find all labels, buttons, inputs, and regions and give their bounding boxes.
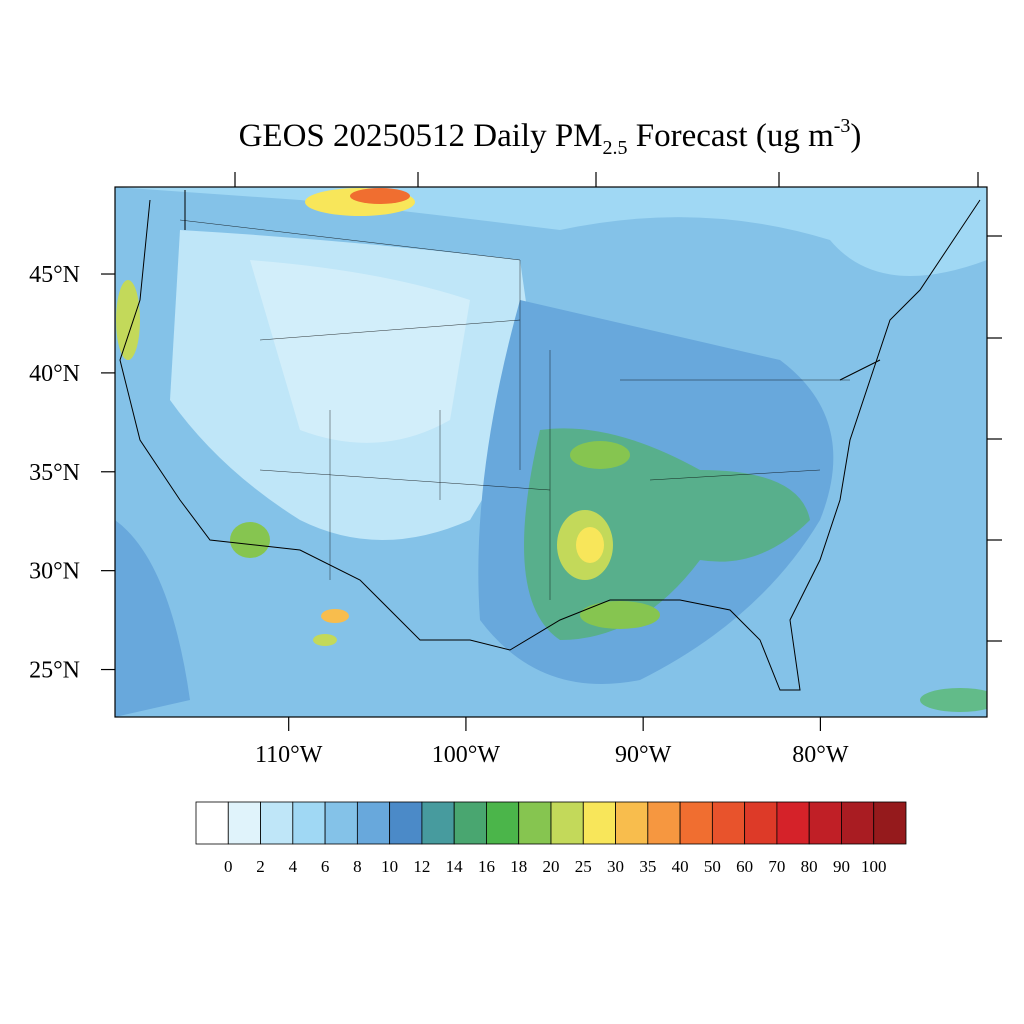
x-tick-label: 90°W bbox=[615, 742, 672, 768]
title-superscript: -3 bbox=[834, 115, 851, 137]
x-tick-label: 100°W bbox=[432, 742, 501, 768]
colorbar-label: 16 bbox=[478, 857, 495, 876]
colorbar-box bbox=[808, 801, 842, 845]
colorbar-box bbox=[615, 801, 649, 845]
colorbar-label: 2 bbox=[256, 857, 265, 876]
map-title: GEOS 20250512 Daily PM2.5 Forecast (ug m… bbox=[239, 115, 862, 159]
colorbar-label: 12 bbox=[413, 857, 430, 876]
y-tick-label: 45°N bbox=[29, 262, 80, 288]
colorbar-label: 8 bbox=[353, 857, 362, 876]
colorbar-box bbox=[679, 801, 713, 845]
colorbar-box bbox=[356, 801, 391, 845]
colorbar-box bbox=[260, 801, 294, 845]
colorbar-label: 90 bbox=[833, 857, 850, 876]
map-frame bbox=[114, 186, 988, 718]
colorbar-box bbox=[227, 801, 261, 845]
colorbar-label: 10 bbox=[381, 857, 398, 876]
colorbar-label: 60 bbox=[736, 857, 753, 876]
colorbar-label: 35 bbox=[639, 857, 656, 876]
colorbar-box bbox=[744, 801, 778, 845]
colorbar-label: 0 bbox=[224, 857, 233, 876]
colorbar-box bbox=[550, 801, 584, 845]
colorbar-box bbox=[453, 801, 487, 845]
colorbar-box bbox=[873, 801, 907, 845]
y-tick-label: 35°N bbox=[29, 460, 80, 486]
title-text: ) bbox=[850, 118, 861, 154]
colorbar-label: 18 bbox=[510, 857, 527, 876]
colorbar-label: 4 bbox=[289, 857, 298, 876]
colorbar-box bbox=[711, 801, 746, 845]
colorbar-label: 30 bbox=[607, 857, 624, 876]
frame-ticks bbox=[234, 172, 1002, 642]
colorbar-label: 40 bbox=[672, 857, 689, 876]
colorbar-label: 20 bbox=[543, 857, 560, 876]
colorbar-box bbox=[776, 801, 810, 845]
title-text: Forecast (ug m bbox=[628, 118, 835, 154]
colorbar-box bbox=[195, 801, 229, 845]
colorbar-box bbox=[389, 801, 423, 845]
y-tick-label: 30°N bbox=[29, 559, 80, 585]
title-subscript: 2.5 bbox=[603, 137, 628, 159]
colorbar-box bbox=[841, 801, 875, 845]
colorbar-label: 6 bbox=[321, 857, 330, 876]
colorbar-label: 14 bbox=[446, 857, 464, 876]
colorbar-box bbox=[647, 801, 681, 845]
x-tick-label: 110°W bbox=[255, 742, 323, 768]
colorbar-box bbox=[486, 801, 520, 845]
colorbar-box bbox=[292, 801, 326, 845]
colorbar-label: 80 bbox=[801, 857, 818, 876]
colorbar-label: 50 bbox=[704, 857, 721, 876]
y-tick-label: 40°N bbox=[29, 361, 80, 387]
y-tick-label: 25°N bbox=[29, 658, 80, 684]
map-field bbox=[115, 187, 987, 717]
colorbar-box bbox=[324, 801, 358, 845]
colorbar-box bbox=[582, 801, 616, 845]
colorbar-label: 70 bbox=[768, 857, 785, 876]
title-text: GEOS 20250512 Daily PM bbox=[239, 118, 603, 154]
colorbar-label: 100 bbox=[861, 857, 887, 876]
x-tick-label: 80°W bbox=[792, 742, 849, 768]
colorbar-label: 25 bbox=[575, 857, 592, 876]
colorbar-box bbox=[421, 801, 455, 845]
colorbar-box bbox=[518, 801, 552, 845]
